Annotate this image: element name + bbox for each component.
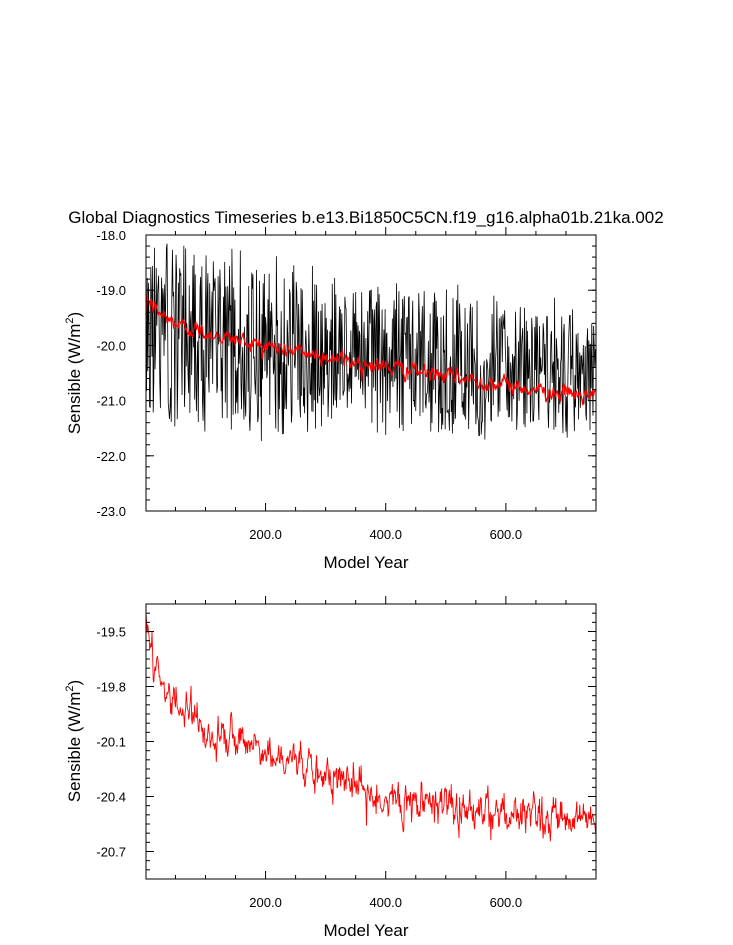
y-tick-label: -19.8	[96, 680, 126, 695]
y-axis-title: Sensible (W/m2)	[64, 312, 84, 434]
tick-labels-top: 200.0 400.0 600.0 -23.0 -22.0 -21.0 -20.0 -19.0…	[96, 228, 522, 542]
y-tick-label: -19.5	[96, 625, 126, 640]
y-tick-label: -23.0	[96, 504, 126, 519]
y-tick-label: -18.0	[96, 228, 126, 243]
plot-frame-bottom	[145, 603, 597, 880]
y-axis-title-close: )	[65, 680, 84, 686]
series-line-red	[145, 613, 597, 842]
bottom-timeseries-panel: 200.0 400.0 600.0 -20.7 -20.4 -20.1 -19.8 -19.5…	[64, 596, 597, 940]
tick-labels-bottom: 200.0 400.0 600.0 -20.7 -20.4 -20.1 -19.8 -19.5	[96, 625, 522, 911]
x-tick-label: 400.0	[369, 895, 402, 910]
y-tick-label: -20.0	[96, 338, 126, 353]
x-tick-label: 200.0	[249, 527, 282, 542]
axis-ticks-top	[146, 227, 596, 512]
y-tick-label: -21.0	[96, 394, 126, 409]
y-tick-label: -20.7	[96, 845, 126, 860]
x-axis-title: Model Year	[323, 553, 408, 572]
y-tick-label: -22.0	[96, 449, 126, 464]
y-tick-label: -20.4	[96, 790, 126, 805]
x-axis-title: Model Year	[323, 921, 408, 940]
x-tick-label: 600.0	[490, 527, 523, 542]
series-smoothed-sensible-red	[145, 294, 597, 406]
series-smoothed-sensible-red	[145, 613, 597, 842]
x-tick-label: 600.0	[490, 895, 523, 910]
y-axis-title-superscript: 2	[64, 318, 76, 324]
top-timeseries-panel: Global Diagnostics Timeseries b.e13.Bi18…	[64, 208, 664, 572]
y-axis-title: Sensible (W/m2)	[64, 680, 84, 802]
series-annual-sensible-black	[145, 243, 597, 441]
plot-frame-top	[145, 234, 597, 512]
series-line-black	[145, 243, 597, 441]
chart-title: Global Diagnostics Timeseries b.e13.Bi18…	[68, 208, 663, 227]
y-tick-label: -19.0	[96, 283, 126, 298]
y-axis-title-main: Sensible (W/m	[65, 324, 84, 435]
y-axis-title-main: Sensible (W/m	[65, 692, 84, 803]
x-tick-label: 400.0	[369, 527, 402, 542]
y-tick-label: -20.1	[96, 735, 126, 750]
series-line-red	[145, 294, 597, 406]
x-tick-label: 200.0	[249, 895, 282, 910]
axis-ticks-bottom	[146, 596, 596, 880]
y-axis-title-superscript: 2	[64, 686, 76, 692]
y-axis-title-close: )	[65, 312, 84, 318]
